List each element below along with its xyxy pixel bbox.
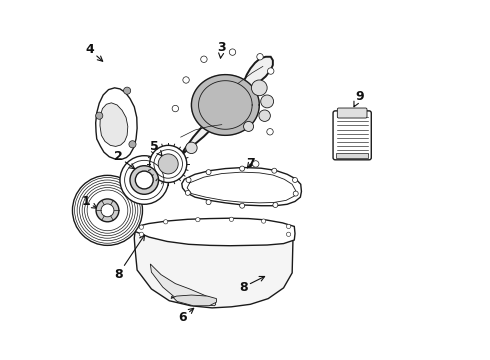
Circle shape bbox=[149, 145, 187, 183]
Text: 2: 2 bbox=[114, 150, 135, 169]
Circle shape bbox=[257, 54, 263, 60]
Circle shape bbox=[186, 142, 197, 154]
Circle shape bbox=[240, 203, 245, 208]
Circle shape bbox=[123, 87, 131, 94]
Circle shape bbox=[287, 224, 291, 229]
Circle shape bbox=[262, 219, 266, 223]
Circle shape bbox=[287, 232, 291, 237]
Circle shape bbox=[135, 171, 153, 189]
Text: 4: 4 bbox=[85, 43, 103, 61]
Polygon shape bbox=[182, 167, 301, 206]
Circle shape bbox=[120, 156, 169, 204]
Circle shape bbox=[164, 220, 168, 224]
Text: 8: 8 bbox=[114, 235, 145, 281]
Circle shape bbox=[206, 170, 211, 175]
Circle shape bbox=[201, 56, 207, 63]
Circle shape bbox=[96, 112, 103, 119]
Text: 3: 3 bbox=[218, 41, 226, 58]
Circle shape bbox=[139, 225, 144, 229]
Circle shape bbox=[272, 168, 277, 173]
Text: 9: 9 bbox=[354, 90, 364, 107]
Circle shape bbox=[229, 217, 234, 221]
Circle shape bbox=[267, 129, 273, 135]
Polygon shape bbox=[100, 103, 128, 147]
Circle shape bbox=[172, 105, 178, 112]
Text: 8: 8 bbox=[239, 276, 265, 294]
Circle shape bbox=[259, 110, 270, 121]
Circle shape bbox=[96, 199, 119, 222]
Circle shape bbox=[129, 141, 136, 148]
Text: 7: 7 bbox=[246, 157, 255, 170]
Circle shape bbox=[268, 68, 274, 74]
Circle shape bbox=[251, 80, 267, 96]
Circle shape bbox=[261, 95, 273, 108]
Circle shape bbox=[73, 175, 143, 246]
Circle shape bbox=[158, 154, 178, 174]
Polygon shape bbox=[96, 88, 137, 159]
Polygon shape bbox=[192, 75, 259, 135]
FancyBboxPatch shape bbox=[333, 111, 371, 160]
Circle shape bbox=[183, 77, 189, 83]
Circle shape bbox=[130, 166, 159, 194]
Circle shape bbox=[185, 190, 190, 195]
Circle shape bbox=[244, 121, 253, 131]
Circle shape bbox=[229, 49, 236, 55]
Polygon shape bbox=[134, 218, 295, 246]
Circle shape bbox=[252, 161, 259, 167]
Text: 1: 1 bbox=[82, 195, 97, 208]
Circle shape bbox=[196, 217, 200, 222]
Circle shape bbox=[293, 191, 298, 196]
Text: 6: 6 bbox=[178, 308, 194, 324]
Circle shape bbox=[139, 232, 144, 237]
Circle shape bbox=[240, 166, 245, 171]
Circle shape bbox=[273, 203, 278, 207]
Polygon shape bbox=[170, 57, 273, 174]
FancyBboxPatch shape bbox=[337, 108, 367, 118]
Polygon shape bbox=[134, 219, 293, 308]
Circle shape bbox=[206, 200, 211, 204]
Polygon shape bbox=[150, 264, 216, 306]
Polygon shape bbox=[171, 295, 217, 306]
Circle shape bbox=[293, 177, 297, 183]
Circle shape bbox=[101, 204, 114, 217]
Bar bbox=[336, 153, 368, 158]
Circle shape bbox=[186, 177, 191, 183]
Text: 5: 5 bbox=[149, 140, 162, 156]
